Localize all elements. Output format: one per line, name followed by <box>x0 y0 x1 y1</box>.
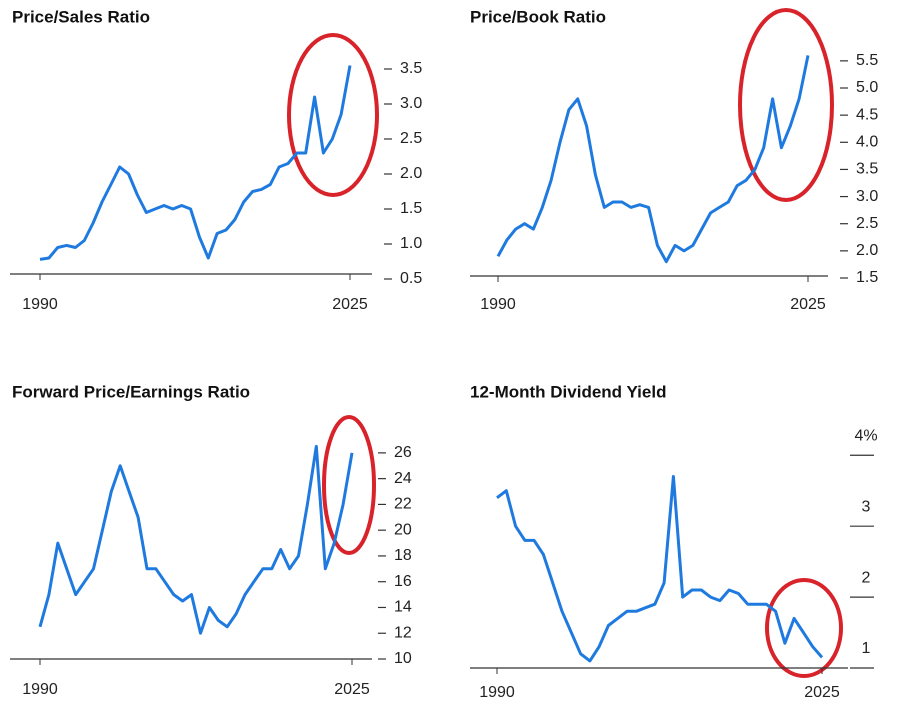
y-tick-label: 16 <box>394 573 412 590</box>
chart-title: Forward Price/Earnings Ratio <box>12 382 250 401</box>
y-tick-label: 2 <box>862 569 871 586</box>
y-tick-label: 2.5 <box>856 215 878 232</box>
y-tick-label: 2.0 <box>856 242 878 259</box>
chart-title: Price/Book Ratio <box>470 7 606 26</box>
x-tick-label: 2025 <box>334 681 370 698</box>
x-tick-label: 2025 <box>790 296 826 313</box>
y-tick-label: 4.5 <box>856 106 878 123</box>
x-tick-label: 2025 <box>332 296 368 313</box>
y-tick-label: 10 <box>394 650 412 667</box>
x-tick-label: 1990 <box>22 681 58 698</box>
y-tick-label: 1.0 <box>400 235 422 252</box>
y-tick-label: 22 <box>394 496 412 513</box>
y-tick-label: 3.0 <box>856 188 878 205</box>
highlight-circle <box>738 8 834 202</box>
y-tick-label: 5.5 <box>856 52 878 69</box>
y-tick-label: 1 <box>862 640 871 657</box>
y-tick-label: 4.0 <box>856 134 878 151</box>
y-tick-label: 2.5 <box>400 130 422 147</box>
y-tick-label: 5.0 <box>856 79 878 96</box>
chart-title: 12-Month Dividend Yield <box>470 382 666 401</box>
data-line <box>496 55 810 264</box>
y-tick-label: 1.5 <box>400 200 422 217</box>
highlight-circle <box>765 578 843 678</box>
y-tick-label: 20 <box>394 521 412 538</box>
chart-title: Price/Sales Ratio <box>12 7 150 26</box>
x-tick-label: 1990 <box>22 296 58 313</box>
y-tick-label: 26 <box>394 444 412 461</box>
y-tick-label: 24 <box>394 470 412 487</box>
y-tick-label: 14 <box>394 599 412 616</box>
y-tick-label: 0.5 <box>400 270 422 287</box>
y-tick-label: 3.0 <box>400 95 422 112</box>
highlight-circle <box>322 415 376 555</box>
y-tick-label: 3.5 <box>856 161 878 178</box>
x-tick-label: 1990 <box>479 684 515 701</box>
x-tick-label: 2025 <box>804 684 840 701</box>
data-line <box>38 444 354 635</box>
y-tick-label: 1.5 <box>856 269 878 286</box>
y-tick-label: 2.0 <box>400 165 422 182</box>
y-tick-label: 18 <box>394 547 412 564</box>
y-tick-label: 3.5 <box>400 60 422 77</box>
y-tick-label: 3 <box>862 498 871 515</box>
y-tick-label: 4% <box>854 427 877 444</box>
data-line <box>496 475 824 663</box>
highlight-circle <box>287 33 379 197</box>
data-line <box>39 65 352 261</box>
y-tick-label: 12 <box>394 624 412 641</box>
x-tick-label: 1990 <box>480 296 516 313</box>
